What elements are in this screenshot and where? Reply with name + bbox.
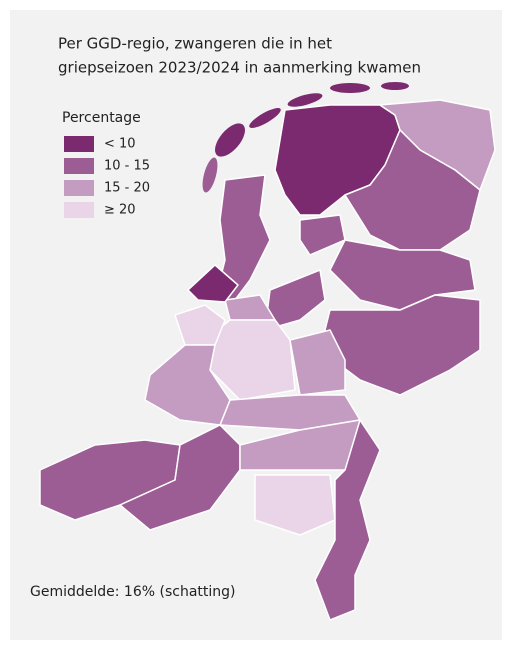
island [202,157,218,193]
island [330,83,370,93]
region [329,239,476,311]
legend-label: < 10 [104,137,136,152]
island [249,108,281,128]
island [381,82,409,90]
island [287,93,323,107]
region [254,474,336,536]
footnote: Gemiddelde: 16% (schatting) [30,584,236,600]
map [39,82,496,621]
legend-title: Percentage [62,110,141,126]
region [187,264,239,303]
region [299,214,346,256]
legend-swatch [64,180,94,196]
legend-label: ≥ 20 [104,203,136,218]
region [314,419,381,621]
legend-label: 15 - 20 [104,181,150,196]
title-line: Per GGD-regio, zwangeren die in het [58,35,332,53]
region [214,174,271,301]
legend-swatch [64,158,94,174]
legend: < 10 10 - 15 15 - 20 ≥ 20 [64,136,150,218]
legend-swatch [64,202,94,218]
region [144,344,231,426]
region [174,304,226,346]
legend-label: 10 - 15 [104,159,150,174]
title-line: griepseizoen 2023/2024 in aanmerking kwa… [58,59,421,77]
legend-swatch [64,136,94,152]
island [215,123,245,157]
region [289,329,346,396]
